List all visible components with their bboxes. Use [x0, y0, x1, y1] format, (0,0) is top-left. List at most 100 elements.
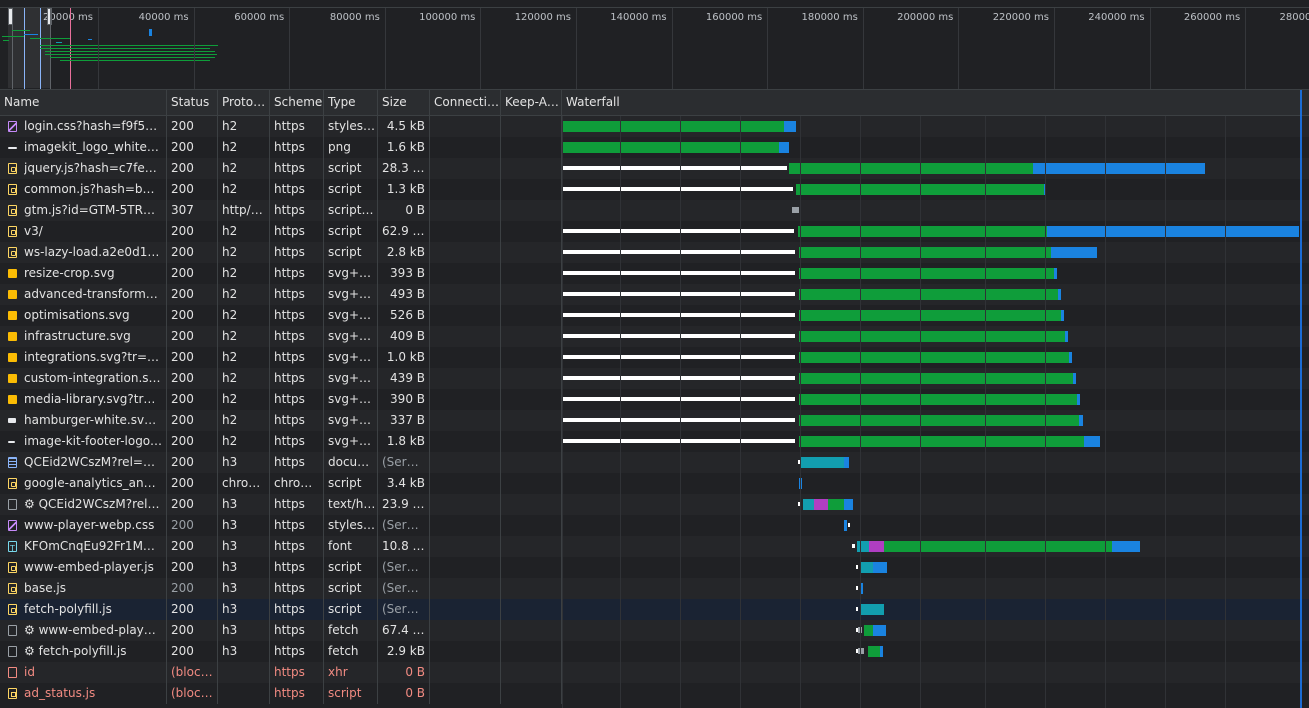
table-row[interactable]: www-embed-player.js 200 h3 https script (Serv… — [0, 557, 1309, 578]
table-row[interactable]: gtm.js?id=GTM-5TRR… 307 http/1.1 https scrip… — [0, 200, 1309, 221]
cell-keepalive — [501, 242, 562, 263]
waterfall-bar[interactable] — [562, 515, 1309, 536]
table-row[interactable]: advanced-transformati… 200 h2 https svg+xml 4… — [0, 284, 1309, 305]
cell-keepalive — [501, 431, 562, 452]
overview-timeline[interactable]: 20000 ms 40000 ms 60000 ms 80000 ms 100000 m… — [0, 0, 1309, 90]
overview-tick-label: 260000 ms — [1183, 12, 1241, 23]
table-row[interactable]: hamburger-white.svg?… 200 h2 https svg+xml 33… — [0, 410, 1309, 431]
table-row[interactable]: optimisations.svg 200 h2 https svg+xml 526 B — [0, 305, 1309, 326]
table-row[interactable]: media-library.svg?tr=q… 200 h2 https svg+xml… — [0, 389, 1309, 410]
waterfall-bar[interactable] — [562, 641, 1309, 662]
cell-status: 200 — [167, 263, 218, 284]
waterfall-bar[interactable] — [562, 305, 1309, 326]
waterfall-bar[interactable] — [562, 683, 1309, 704]
waterfall-bar[interactable] — [562, 179, 1309, 200]
waterfall-bar[interactable] — [562, 662, 1309, 683]
waterfall-bar[interactable] — [562, 620, 1309, 641]
table-row[interactable]: integrations.svg?tr=q-10 200 h2 https svg+xm… — [0, 347, 1309, 368]
waterfall-bar[interactable] — [562, 137, 1309, 158]
waterfall-segment-waiting — [562, 229, 794, 233]
file-type-icon — [8, 538, 17, 557]
waterfall-bar[interactable] — [562, 326, 1309, 347]
column-header-protocol[interactable]: Proto… — [218, 90, 270, 115]
waterfall-gridline — [680, 116, 681, 708]
cell-size: 409 B — [378, 326, 430, 347]
waterfall-bar[interactable] — [562, 263, 1309, 284]
column-header-waterfall[interactable]: Waterfall — [566, 95, 620, 109]
overview-bar — [40, 48, 210, 49]
table-row[interactable]: infrastructure.svg 200 h2 https svg+xml 409 B — [0, 326, 1309, 347]
table-row[interactable]: ws-lazy-load.a2e0d1fa… 200 h2 https script 2.… — [0, 242, 1309, 263]
waterfall-bar[interactable] — [562, 368, 1309, 389]
file-type-icon — [8, 418, 16, 423]
column-header-connection[interactable]: Connecti… — [430, 90, 501, 115]
table-row[interactable]: image-kit-footer-logo.s… 200 h2 https svg+xm… — [0, 431, 1309, 452]
cell-status: 307 — [167, 200, 218, 221]
waterfall-bar[interactable] — [562, 536, 1309, 557]
column-header-keepalive[interactable]: Keep-A… — [501, 90, 562, 115]
cell-type: script — [324, 158, 378, 179]
table-row[interactable]: jquery.js?hash=c7fe76… 200 h2 https script 28… — [0, 158, 1309, 179]
waterfall-bar[interactable] — [562, 473, 1309, 494]
table-row[interactable]: resize-crop.svg 200 h2 https svg+xml 393 B — [0, 263, 1309, 284]
waterfall-bar[interactable] — [562, 494, 1309, 515]
table-row[interactable]: base.js 200 h3 https script (Servi… — [0, 578, 1309, 599]
file-type-icon — [8, 520, 17, 531]
waterfall-bar[interactable] — [562, 410, 1309, 431]
waterfall-bar[interactable] — [562, 389, 1309, 410]
cell-connection — [430, 389, 501, 410]
waterfall-segment-download — [844, 520, 847, 531]
waterfall-bar[interactable] — [562, 200, 1309, 221]
column-header-scheme[interactable]: Scheme — [270, 90, 324, 115]
overview-bar — [40, 45, 218, 46]
waterfall-bar[interactable] — [562, 431, 1309, 452]
table-row[interactable]: v3/200 h2 https script 62.9 kB — [0, 221, 1309, 242]
table-row[interactable]: www-player-webp.css 200 h3 https styles… (Ser… — [0, 515, 1309, 536]
table-row[interactable]: custom-integration.svg… 200 h2 https svg+xml… — [0, 368, 1309, 389]
table-row[interactable]: ⚙ QCEid2WCszM?rel=… 200 h3 https text/h… 23.9… — [0, 494, 1309, 515]
waterfall-segment-download — [1069, 352, 1072, 363]
cell-type: xhr — [324, 662, 378, 683]
table-row[interactable]: google-analytics_analy… 200 chro… chro… scri… — [0, 473, 1309, 494]
cell-status: 200 — [167, 242, 218, 263]
cell-size: 390 B — [378, 389, 430, 410]
request-name: imagekit_logo_white_B… — [24, 140, 162, 154]
waterfall-bar[interactable] — [562, 116, 1309, 137]
waterfall-bar[interactable] — [562, 242, 1309, 263]
waterfall-gridline — [800, 116, 801, 708]
column-header-size[interactable]: Size — [378, 90, 430, 115]
overview-tick-label: 80000 ms — [329, 12, 380, 23]
column-header-type[interactable]: Type — [324, 90, 378, 115]
waterfall-bar[interactable] — [562, 578, 1309, 599]
waterfall-bar[interactable] — [562, 452, 1309, 473]
table-row[interactable]: ad_status.js (bloc… https script 0 B — [0, 683, 1309, 704]
cell-scheme: https — [270, 431, 324, 452]
overview-right-handle[interactable] — [47, 8, 52, 25]
request-name: www-player-webp.css — [24, 518, 155, 532]
waterfall-bar[interactable] — [562, 599, 1309, 620]
waterfall-bar[interactable] — [562, 221, 1309, 242]
table-row[interactable]: imagekit_logo_white_B… 200 h2 https png 1.6 k… — [0, 137, 1309, 158]
cell-protocol: http/1.1 — [218, 200, 270, 221]
table-row[interactable]: ⚙ www-embed-player.js 200 h3 https fetch 67.4… — [0, 620, 1309, 641]
table-row[interactable]: login.css?hash=f9f578… 200 h2 https styles… 4… — [0, 116, 1309, 137]
column-header-status[interactable]: Status — [167, 90, 218, 115]
table-row[interactable]: common.js?hash=b94… 200 h2 https script 1.3 k… — [0, 179, 1309, 200]
column-header-name[interactable]: Name — [0, 90, 167, 115]
cell-scheme: chro… — [270, 473, 324, 494]
overview-download-mark — [149, 29, 152, 36]
table-row[interactable]: QCEid2WCszM?rel=0&… 200 h3 https docu… (Servi… — [0, 452, 1309, 473]
waterfall-bar[interactable] — [562, 284, 1309, 305]
waterfall-bar[interactable] — [562, 557, 1309, 578]
table-row[interactable]: fetch-polyfill.js 200 h3 https script (Servi… — [0, 599, 1309, 620]
cell-keepalive — [501, 557, 562, 578]
waterfall-bar[interactable] — [562, 158, 1309, 179]
overview-tick-label: 40000 ms — [138, 12, 189, 23]
table-row[interactable]: id (bloc… https xhr 0 B — [0, 662, 1309, 683]
cell-protocol: h3 — [218, 557, 270, 578]
cell-scheme: https — [270, 389, 324, 410]
cell-status: 200 — [167, 158, 218, 179]
table-row[interactable]: ⚙ fetch-polyfill.js 200 h3 https fetch 2.9 kB — [0, 641, 1309, 662]
waterfall-bar[interactable] — [562, 347, 1309, 368]
